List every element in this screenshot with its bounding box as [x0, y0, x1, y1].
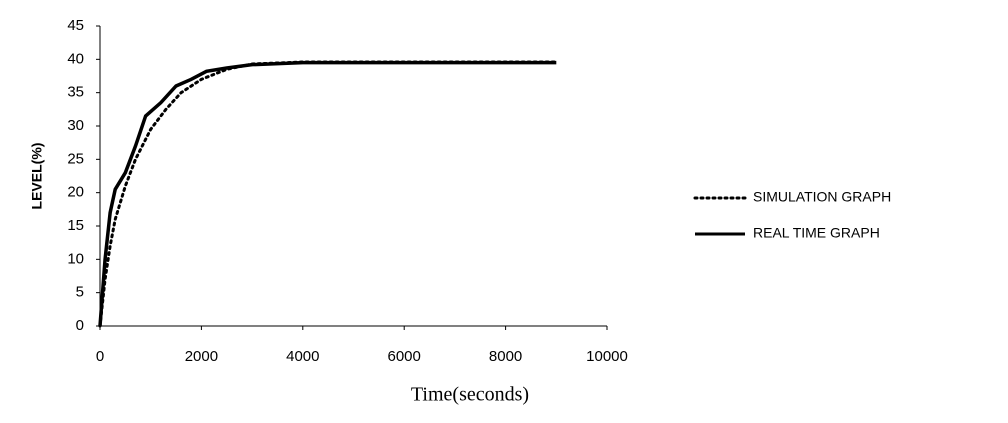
y-tick-label: 25 — [67, 150, 84, 167]
series-line — [98, 60, 557, 327]
legend-label: REAL TIME GRAPH — [753, 225, 880, 241]
x-tick-label: 6000 — [388, 348, 421, 365]
y-tick-label: 10 — [67, 250, 84, 267]
y-tick-label: 30 — [67, 117, 84, 134]
x-tick-label: 4000 — [286, 348, 319, 365]
y-tick-label: 5 — [76, 284, 84, 301]
y-tick-label: 45 — [67, 17, 84, 34]
legend-label: SIMULATION GRAPH — [753, 189, 891, 205]
x-tick-label: 10000 — [586, 348, 628, 365]
x-tick-label: 0 — [96, 348, 104, 365]
y-axis-label: LEVEL(%) — [29, 143, 45, 210]
x-axis-label: Time(seconds) — [411, 384, 529, 406]
x-tick-label: 2000 — [185, 348, 218, 365]
y-tick-label: 20 — [67, 184, 84, 201]
y-tick-label: 40 — [67, 50, 84, 67]
y-tick-label: 0 — [76, 317, 84, 334]
y-tick-label: 15 — [67, 217, 84, 234]
series-line — [98, 60, 558, 328]
x-tick-label: 8000 — [489, 348, 522, 365]
y-tick-label: 35 — [67, 84, 84, 101]
